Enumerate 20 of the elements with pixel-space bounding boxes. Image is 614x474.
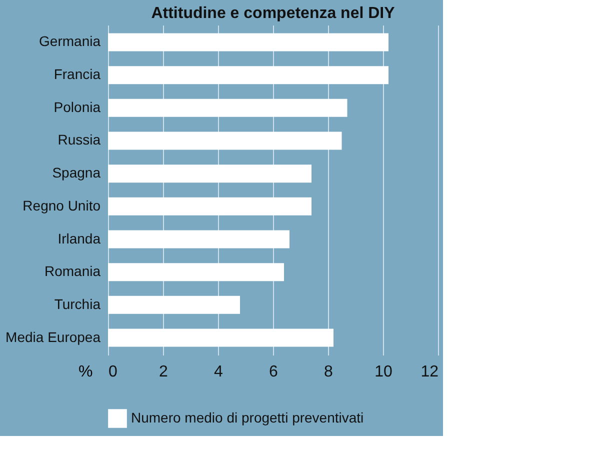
y-tick-label: Germania [39, 33, 101, 50]
x-axis-title: % [78, 364, 93, 380]
x-tick-label: 6 [269, 364, 278, 380]
x-tick-label: 4 [214, 364, 224, 380]
x-tick-label: 10 [374, 364, 392, 380]
x-tick-label: 12 [420, 364, 439, 380]
y-tick-label: Media Europea [6, 328, 101, 345]
x-tick-label: 8 [324, 364, 334, 380]
legend-label: Numero medio di progetti preventivati [131, 410, 364, 426]
y-tick-label: Francia [54, 66, 101, 82]
y-tick-label: Turchia [54, 296, 101, 312]
x-tick-label: 0 [108, 364, 118, 380]
y-tick-label: Regno Unito [22, 197, 101, 214]
y-tick-label: Irlanda [58, 230, 101, 246]
y-tick-label: Romania [44, 263, 101, 280]
chart-title: Attitudine e competenza nel DIY [151, 5, 396, 22]
y-tick-label: Russia [58, 132, 101, 148]
y-tick-label: Spagna [52, 164, 101, 181]
y-tick-label: Polonia [54, 98, 101, 115]
x-tick-label: 2 [159, 364, 168, 380]
